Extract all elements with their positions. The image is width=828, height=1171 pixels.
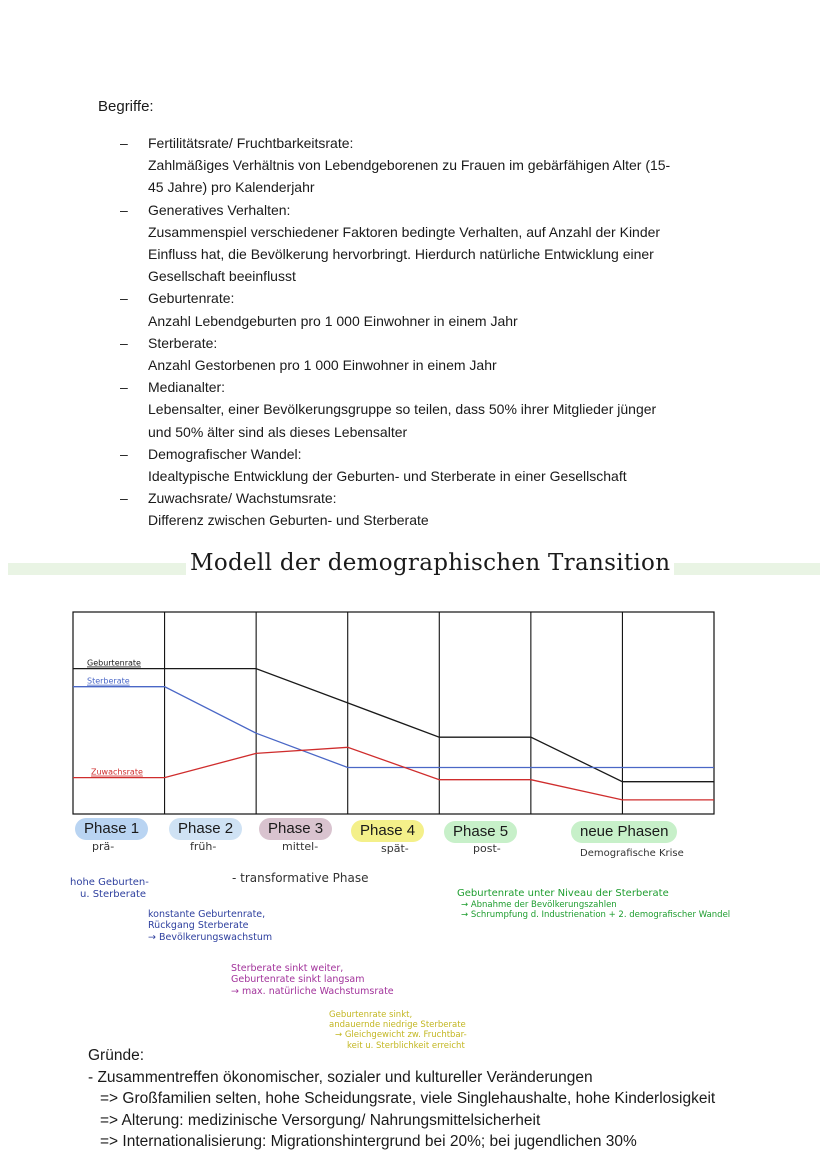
phase-1-label: Phase 1 (75, 818, 149, 840)
phase-4-sub: spät- (381, 842, 409, 855)
list-dash: – (120, 201, 128, 218)
note-line: → Gleichgewicht zw. Fruchtbar- (335, 1030, 467, 1041)
reasons-item: => Alterung: medizinische Versorgung/ Na… (100, 1111, 541, 1129)
term-title: Generatives Verhalten: (148, 201, 291, 218)
term-definition: Einfluss hat, die Bevölkerung hervorbrin… (148, 246, 654, 263)
new-phases-label: neue Phasen (571, 821, 678, 843)
note-line: konstante Geburtenrate, (148, 909, 266, 920)
note-line: Geburtenrate sinkt, (329, 1010, 413, 1020)
term-definition: Anzahl Lebendgeburten pro 1 000 Einwohne… (148, 312, 518, 329)
phase-5-label: Phase 5 (444, 821, 518, 843)
series-line-sterberate (73, 686, 714, 769)
section-heading: Begriffe: (98, 98, 154, 115)
term-item: – Zuwachsrate/ Wachstumsrate: Differenz … (120, 487, 740, 531)
term-definition: Idealtypische Entwicklung der Geburten- … (148, 468, 627, 485)
term-item: – Medianalter: Lebensalter, einer Bevölk… (120, 376, 740, 443)
term-definition: Anzahl Gestorbenen pro 1 000 Einwohner i… (148, 357, 497, 374)
series-label-geburtenrate: Geburtenrate (87, 659, 141, 668)
term-definition: Gesellschaft beeinflusst (148, 268, 296, 285)
note-line: andauernde niedrige Sterberate (329, 1020, 466, 1031)
term-item: – Demografischer Wandel: Idealtypische E… (120, 443, 740, 487)
phase-1-sub: prä- (92, 840, 115, 853)
term-item: – Geburtenrate: Anzahl Lebendgeburten pr… (120, 287, 740, 331)
transformative-phase-label: - transformative Phase (232, 871, 369, 885)
note-line: Geburtenrate sinkt langsam (231, 974, 365, 986)
phase-2-label: Phase 2 (169, 818, 243, 840)
phase-2-note: konstante Geburtenrate, Rückgang Sterber… (148, 909, 272, 943)
reasons-item: => Internationalisierung: Migrationshint… (100, 1133, 637, 1150)
term-definition: Zahlmäßiges Verhältnis von Lebendgeboren… (148, 157, 671, 174)
list-dash: – (120, 490, 128, 507)
new-phases-note: Geburtenrate unter Niveau der Sterberate… (457, 888, 730, 920)
note-line: → Bevölkerungswachstum (148, 931, 273, 943)
new-phases-sub: Demografische Krise (580, 848, 684, 859)
term-title: Zuwachsrate/ Wachstumsrate: (148, 490, 337, 507)
term-definition: Zusammenspiel verschiedener Faktoren bed… (148, 223, 661, 240)
note-line: keit u. Sterblichkeit erreicht (347, 1040, 465, 1051)
note-line: Rückgang Sterberate (148, 920, 249, 932)
term-item: – Fertilitätsrate/ Fruchtbarkeitsrate: Z… (120, 132, 740, 199)
terms-list: – Fertilitätsrate/ Fruchtbarkeitsrate: Z… (120, 132, 740, 532)
term-item: – Sterberate: Anzahl Gestorbenen pro 1 0… (120, 332, 740, 376)
phase-4-note: Geburtenrate sinkt, andauernde niedrige … (329, 1010, 467, 1051)
note-line: hohe Geburten- (70, 877, 149, 888)
phase-3-sub: mittel- (282, 840, 319, 853)
phase-5-sub: post- (473, 842, 501, 855)
term-title: Medianalter: (148, 379, 226, 396)
phase-1-note: hohe Geburten- u. Sterberate (70, 877, 149, 901)
phase-2-sub: früh- (190, 840, 217, 853)
reasons-section: Gründe: - Zusammentreffen ökonomischer, … (88, 1045, 715, 1153)
term-title: Geburtenrate: (148, 290, 235, 307)
series-line-zuwachsrate (73, 746, 714, 801)
series-line-geburtenrate (73, 667, 714, 783)
note-line: Sterberate sinkt weiter, (231, 963, 344, 974)
note-line: → Schrumpfung d. Industrienation + 2. de… (461, 910, 731, 921)
reasons-item: => Großfamilien selten, hohe Scheidungsr… (100, 1090, 716, 1107)
series-label-sterberate: Sterberate (87, 677, 130, 686)
term-definition: Lebensalter, einer Bevölkerungsgruppe so… (148, 401, 657, 418)
list-dash: – (120, 445, 128, 462)
note-line: → max. natürliche Wachstumsrate (231, 985, 394, 997)
note-line: → Abnahme der Bevölkerungszahlen (461, 900, 617, 910)
list-dash: – (120, 290, 128, 307)
phase-3-note: Sterberate sinkt weiter, Geburtenrate si… (231, 963, 394, 997)
reasons-heading: Gründe: (88, 1047, 145, 1064)
list-dash: – (120, 135, 128, 151)
list-dash: – (120, 334, 128, 351)
term-item: – Generatives Verhalten: Zusammenspiel v… (120, 199, 740, 288)
term-title: Fertilitätsrate/ Fruchtbarkeitsrate: (148, 135, 354, 151)
phase-3-label: Phase 3 (259, 818, 333, 840)
term-title: Demografischer Wandel: (148, 445, 302, 462)
term-definition: Differenz zwischen Geburten- und Sterber… (148, 512, 429, 529)
term-definition: und 50% älter sind als dieses Lebensalte… (148, 423, 408, 440)
note-line: u. Sterberate (80, 889, 147, 900)
list-dash: – (120, 379, 128, 396)
chart-frame (72, 611, 715, 815)
reasons-line: - Zusammentreffen ökonomischer, sozialer… (88, 1068, 593, 1086)
series-label-zuwachsrate: Zuwachsrate (91, 768, 143, 777)
note-line: Geburtenrate unter Niveau der Sterberate (457, 888, 669, 899)
term-definition: 45 Jahre) pro Kalenderjahr (148, 179, 315, 196)
model-title: Modell der demographischen Transition (186, 550, 675, 576)
term-title: Sterberate: (148, 334, 218, 351)
phase-4-label: Phase 4 (351, 820, 425, 842)
